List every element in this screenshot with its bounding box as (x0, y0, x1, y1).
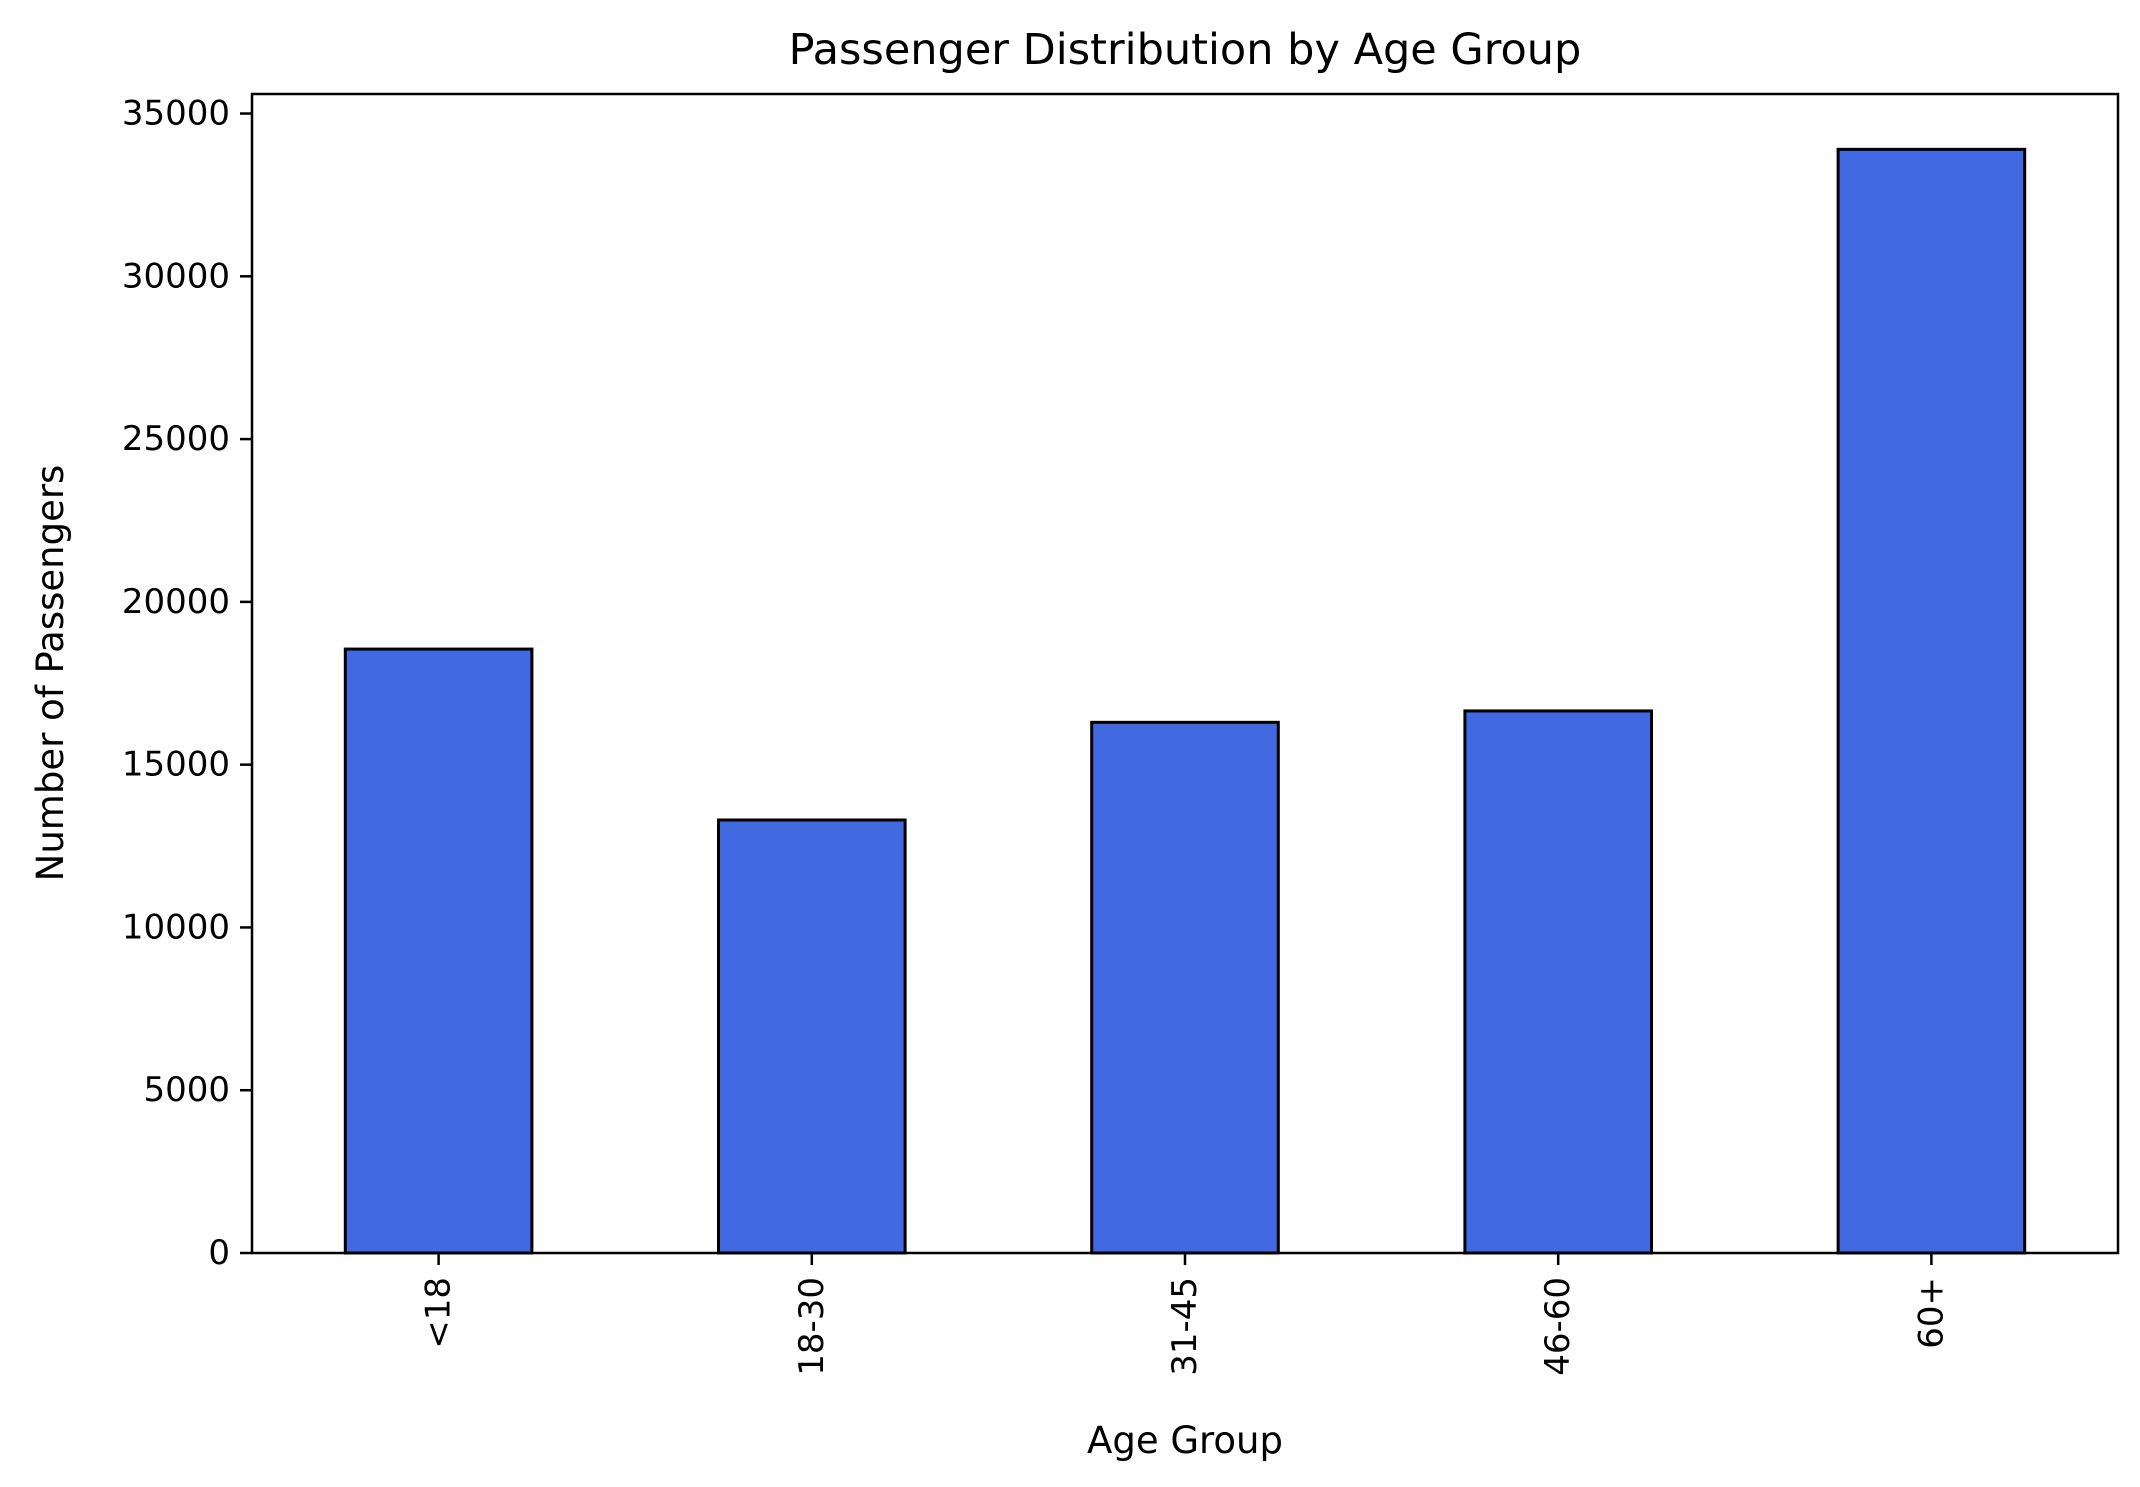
plot-frame (250, 92, 2120, 1255)
x-tick-label: 18-30 (792, 1277, 832, 1376)
y-tick-label: 0 (208, 1233, 230, 1273)
x-axis-label: Age Group (1087, 1419, 1283, 1462)
x-tick-label: 46-60 (1538, 1277, 1578, 1376)
bars (343, 147, 2027, 1255)
bar-3 (1090, 720, 1280, 1255)
x-tick-label: <18 (419, 1277, 459, 1349)
x-tick-label: 31-45 (1165, 1277, 1205, 1376)
y-tick-label: 5000 (143, 1070, 230, 1110)
bar-4 (1463, 709, 1654, 1255)
y-tick-label: 30000 (122, 256, 230, 296)
y-tick-label: 15000 (122, 745, 230, 785)
y-tick-label: 25000 (122, 419, 230, 459)
bar-5 (1836, 147, 2027, 1255)
x-axis-ticks: <18 18-30 31-45 46-60 60+ (419, 1253, 1951, 1376)
y-tick-label: 35000 (122, 94, 230, 134)
y-axis-ticks: 0 5000 10000 15000 20000 25000 30000 35000 (122, 94, 252, 1273)
bar-2 (717, 818, 907, 1255)
bar-1 (343, 647, 534, 1255)
y-axis-label: Number of Passengers (29, 465, 72, 882)
x-tick-label: 60+ (1911, 1277, 1951, 1349)
y-tick-label: 20000 (122, 582, 230, 622)
y-tick-label: 10000 (122, 907, 230, 947)
chart-title: Passenger Distribution by Age Group (789, 25, 1582, 75)
